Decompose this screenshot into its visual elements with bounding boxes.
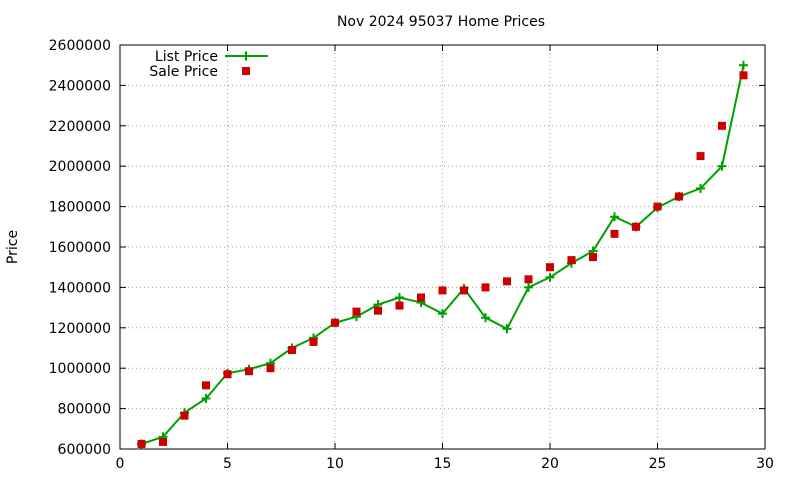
list-price-point	[696, 183, 705, 193]
sale-price-point	[180, 411, 189, 420]
grid	[120, 45, 765, 449]
x-tick-label: 25	[649, 456, 667, 472]
legend-label: Sale Price	[149, 64, 218, 80]
series-list-price	[137, 60, 748, 449]
list-price-point	[524, 282, 533, 292]
x-tick-label: 15	[434, 456, 452, 472]
sale-price-point	[266, 364, 275, 373]
x-tick-label: 10	[326, 456, 344, 472]
y-tick-label: 1600000	[49, 240, 111, 256]
sale-price-point	[331, 318, 339, 327]
sale-price-point	[438, 286, 447, 295]
x-tick-label: 5	[223, 456, 232, 472]
legend-marker	[241, 51, 251, 61]
x-tick-label: 20	[541, 456, 559, 472]
sale-price-point	[718, 121, 726, 130]
sale-price-point	[524, 275, 533, 284]
sale-price-point	[696, 152, 705, 161]
x-tick-label: 30	[756, 456, 774, 472]
y-tick-label: 1800000	[49, 200, 111, 216]
y-tick-label: 800000	[58, 402, 111, 418]
list-price-point	[545, 272, 555, 282]
y-tick-label: 600000	[58, 442, 111, 458]
sale-price-point	[653, 202, 662, 211]
sale-price-point	[159, 437, 167, 446]
sale-price-point	[481, 283, 490, 292]
sale-price-point	[546, 263, 554, 272]
sale-price-point	[417, 293, 425, 302]
list-price-point	[739, 60, 748, 70]
sale-price-point	[137, 439, 146, 448]
y-tick-label: 1400000	[49, 280, 111, 296]
sale-price-point	[610, 229, 619, 238]
sale-price-point	[245, 367, 253, 376]
list-price-point	[502, 324, 512, 334]
list-price-line	[141, 64, 745, 445]
list-price-point	[717, 161, 727, 171]
sale-price-point	[460, 286, 468, 295]
y-tick-label: 1200000	[49, 321, 111, 337]
sale-price-point	[589, 253, 597, 262]
sale-price-point	[309, 337, 318, 346]
y-tick-label: 2200000	[49, 119, 111, 135]
sale-price-point	[288, 346, 296, 355]
legend-label: List Price	[155, 49, 218, 65]
sale-price-point	[374, 306, 382, 315]
chart-title: Nov 2024 95037 Home Prices	[337, 14, 545, 30]
list-price-point	[610, 212, 619, 222]
sale-price-point	[223, 370, 232, 379]
y-tick-label: 1000000	[49, 361, 111, 377]
sale-price-point	[739, 71, 748, 80]
y-axis-label: Price	[5, 230, 21, 264]
y-tick-label: 2600000	[49, 38, 111, 54]
series	[137, 60, 748, 449]
axes: 0 5 10 15 20 25 30 600000 800000 1000000 1200000 14…	[49, 38, 774, 472]
sale-price-point	[395, 301, 404, 310]
list-price-point	[201, 394, 211, 403]
sale-price-point	[632, 222, 640, 231]
list-price-point	[438, 309, 447, 319]
sale-price-point	[675, 192, 683, 201]
y-tick-label: 2400000	[49, 78, 111, 94]
y-tick-label: 2000000	[49, 159, 111, 175]
sale-price-point	[503, 277, 511, 286]
list-price-point	[395, 293, 404, 302]
sale-price-point	[202, 381, 210, 390]
series-sale-price	[137, 71, 748, 448]
sale-price-point	[567, 256, 576, 265]
legend-marker	[242, 67, 250, 75]
sale-price-point	[352, 307, 361, 316]
x-tick-label: 0	[116, 456, 125, 472]
list-price-point	[481, 313, 490, 323]
